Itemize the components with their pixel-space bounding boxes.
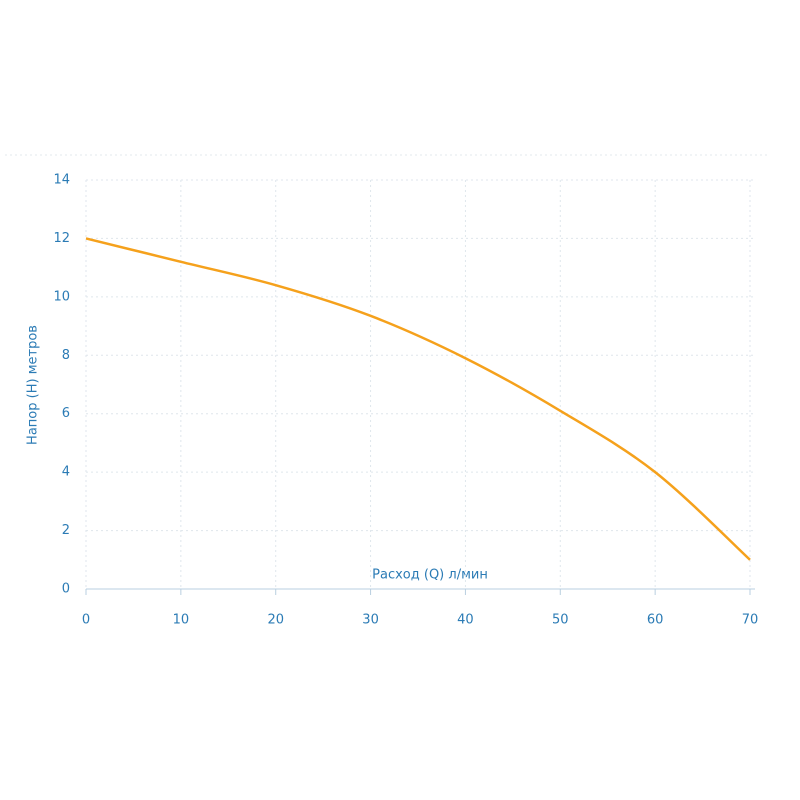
y-tick-label: 4 (62, 465, 70, 480)
x-tick-label: 50 (552, 613, 569, 628)
x-tick-label: 30 (362, 613, 379, 628)
y-tick-label: 12 (53, 231, 70, 246)
y-tick-label: 0 (62, 582, 70, 597)
y-tick-label: 2 (62, 523, 70, 538)
x-tick-label: 40 (457, 613, 474, 628)
x-tick-label: 10 (173, 613, 190, 628)
x-tick-label: 0 (82, 613, 90, 628)
data-line (85, 237, 751, 561)
y-tick-label: 14 (53, 173, 70, 188)
y-tick-label: 8 (62, 348, 70, 363)
x-axis-title: Расход (Q) л/мин (372, 568, 488, 583)
y-tick-label: 6 (62, 406, 70, 421)
x-tick-label: 20 (267, 613, 284, 628)
x-tick-label: 70 (742, 613, 759, 628)
y-tick-label: 10 (53, 289, 70, 304)
x-tick-label: 60 (647, 613, 664, 628)
y-axis-title: Напор (H) метров (26, 325, 41, 445)
